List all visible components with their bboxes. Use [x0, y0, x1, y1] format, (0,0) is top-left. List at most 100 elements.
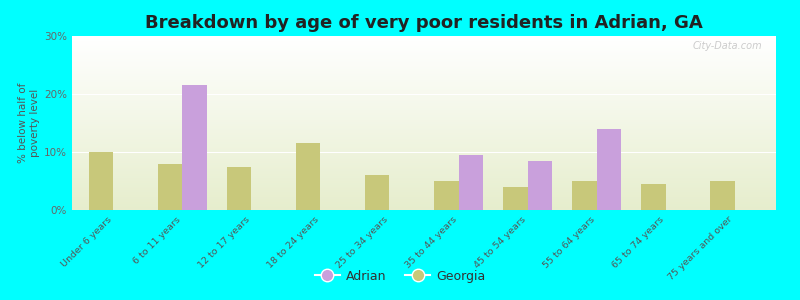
- Bar: [72, 83, 776, 84]
- Bar: [72, 152, 776, 153]
- Bar: [72, 113, 776, 114]
- Bar: [72, 201, 776, 202]
- Bar: [72, 180, 776, 181]
- Bar: [72, 68, 776, 69]
- Bar: [72, 174, 776, 175]
- Bar: [72, 188, 776, 189]
- Bar: [72, 163, 776, 164]
- Bar: [72, 49, 776, 50]
- Bar: [72, 199, 776, 200]
- Bar: [72, 48, 776, 49]
- Bar: [72, 54, 776, 55]
- Bar: [72, 208, 776, 209]
- Bar: [72, 185, 776, 186]
- Bar: [72, 151, 776, 152]
- Bar: [72, 37, 776, 38]
- Bar: [72, 78, 776, 79]
- Bar: [72, 140, 776, 141]
- Bar: [72, 87, 776, 88]
- Bar: [72, 121, 776, 122]
- Bar: [572, 181, 597, 210]
- Bar: [72, 93, 776, 94]
- Bar: [72, 104, 776, 105]
- Bar: [72, 106, 776, 107]
- Bar: [72, 79, 776, 80]
- Bar: [72, 85, 776, 86]
- Bar: [72, 154, 776, 155]
- Bar: [72, 40, 776, 41]
- Bar: [72, 116, 776, 117]
- Bar: [72, 169, 776, 170]
- Bar: [72, 194, 776, 195]
- Bar: [710, 181, 734, 210]
- Bar: [72, 157, 776, 158]
- Bar: [72, 38, 776, 39]
- Bar: [642, 184, 666, 210]
- Bar: [72, 74, 776, 75]
- Bar: [72, 41, 776, 42]
- Bar: [72, 92, 776, 93]
- Bar: [72, 109, 776, 110]
- Bar: [72, 164, 776, 165]
- Bar: [72, 147, 776, 148]
- Bar: [72, 107, 776, 108]
- Bar: [72, 139, 776, 140]
- Bar: [72, 59, 776, 60]
- Bar: [72, 42, 776, 43]
- Bar: [72, 105, 776, 106]
- Bar: [72, 62, 776, 63]
- Bar: [72, 195, 776, 196]
- Bar: [72, 65, 776, 66]
- Bar: [72, 115, 776, 116]
- Bar: [72, 160, 776, 161]
- Bar: [72, 97, 776, 98]
- Bar: [72, 149, 776, 150]
- Bar: [72, 186, 776, 187]
- Bar: [72, 203, 776, 204]
- Bar: [72, 39, 776, 40]
- Bar: [72, 182, 776, 183]
- Bar: [72, 111, 776, 112]
- Bar: [72, 67, 776, 68]
- Bar: [72, 206, 776, 207]
- Bar: [72, 112, 776, 113]
- Bar: [72, 98, 776, 99]
- Bar: [72, 45, 776, 46]
- Bar: [72, 88, 776, 89]
- Bar: [72, 82, 776, 83]
- Bar: [72, 117, 776, 118]
- Bar: [72, 176, 776, 177]
- Bar: [72, 135, 776, 136]
- Bar: [72, 141, 776, 142]
- Bar: [72, 76, 776, 77]
- Bar: [72, 66, 776, 67]
- Bar: [90, 152, 114, 210]
- Bar: [72, 207, 776, 208]
- Bar: [72, 52, 776, 53]
- Bar: [72, 70, 776, 71]
- Bar: [72, 122, 776, 123]
- Bar: [72, 189, 776, 190]
- Bar: [72, 145, 776, 146]
- Bar: [72, 179, 776, 180]
- Bar: [72, 193, 776, 194]
- Bar: [72, 44, 776, 45]
- Bar: [72, 63, 776, 64]
- Bar: [72, 130, 776, 131]
- Bar: [72, 131, 776, 132]
- Bar: [72, 114, 776, 115]
- Bar: [72, 103, 776, 104]
- Bar: [72, 137, 776, 138]
- Bar: [72, 55, 776, 56]
- Bar: [72, 90, 776, 91]
- Bar: [72, 47, 776, 48]
- Legend: Adrian, Georgia: Adrian, Georgia: [310, 265, 490, 288]
- Bar: [72, 142, 776, 143]
- Bar: [72, 129, 776, 130]
- Bar: [72, 191, 776, 192]
- Bar: [72, 126, 776, 127]
- Bar: [72, 120, 776, 121]
- Bar: [72, 159, 776, 160]
- Text: City-Data.com: City-Data.com: [692, 41, 762, 51]
- Bar: [72, 138, 776, 139]
